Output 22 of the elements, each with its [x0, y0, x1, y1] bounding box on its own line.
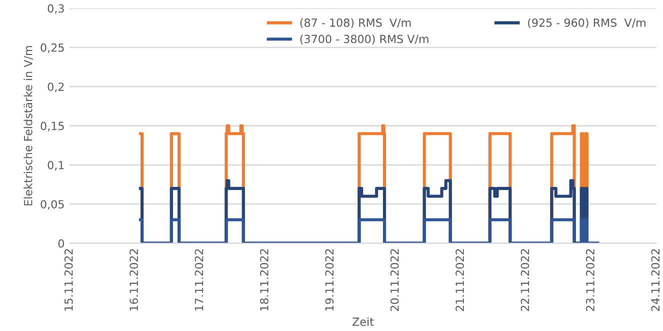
x-tick-label: 19.11.2022 [325, 249, 334, 311]
y-tick-label: 0,25 [40, 43, 64, 53]
legend-label: (925 - 960) RMS V/m [528, 18, 646, 28]
y-tick-label: 0 [58, 239, 64, 248]
x-tick-label: 22.11.2022 [520, 249, 530, 311]
legend-label: (3700 - 3800) RMS V/m [300, 34, 428, 44]
legend-label: (87 - 108) RMS V/m [300, 18, 411, 28]
x-tick-label: 21.11.2022 [456, 249, 464, 311]
x-tick-label: 18.11.2022 [260, 249, 268, 311]
x-tick-label: 17.11.2022 [194, 249, 204, 311]
x-tick-label: 20.11.2022 [390, 249, 399, 311]
y-tick-label: 0,15 [40, 122, 64, 132]
y-tick-label: 0,3 [48, 4, 64, 14]
y-axis-title: Elektrische Feldstärke in V/m [24, 46, 34, 206]
y-tick-label: 0,1 [48, 160, 64, 170]
y-tick-label: 0,05 [40, 200, 64, 210]
x-tick-label: 23.11.2022 [586, 249, 594, 311]
x-axis-title: Zeit [352, 317, 374, 326]
x-tick-label: 16.11.2022 [130, 249, 138, 311]
y-tick-label: 0,2 [48, 82, 64, 92]
x-tick-label: 24.11.2022 [651, 249, 660, 311]
x-tick-label: 15.11.2022 [64, 249, 73, 311]
